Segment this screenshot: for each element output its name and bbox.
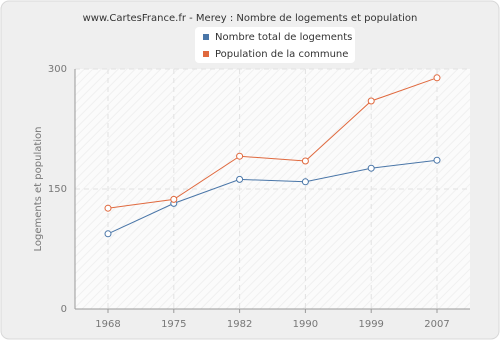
x-tick-label: 1999 — [358, 319, 383, 330]
y-axis-label: Logements et population — [33, 126, 44, 251]
data-point — [367, 97, 375, 105]
data-point — [236, 175, 244, 183]
data-point — [433, 156, 441, 164]
legend-swatch — [203, 34, 209, 40]
data-point — [236, 152, 244, 160]
data-point — [367, 164, 375, 172]
legend — [195, 27, 355, 63]
data-point — [433, 74, 441, 82]
y-tick-label: 300 — [48, 64, 67, 75]
legend-label: Population de la commune — [215, 49, 348, 60]
data-point — [104, 204, 112, 212]
chart-title: www.CartesFrance.fr - Merey : Nombre de … — [83, 13, 418, 24]
x-tick-label: 1968 — [95, 319, 120, 330]
x-tick-label: 1982 — [227, 319, 252, 330]
x-tick-label: 1990 — [293, 319, 318, 330]
legend-swatch — [203, 51, 209, 57]
y-tick-label: 0 — [61, 304, 67, 315]
legend-label: Nombre total de logements — [215, 32, 352, 43]
data-point — [104, 230, 112, 238]
series-line — [107, 159, 438, 235]
data-point — [301, 157, 309, 165]
x-tick-label: 2007 — [424, 319, 449, 330]
data-point — [301, 178, 309, 186]
y-tick-label: 150 — [48, 184, 67, 195]
x-tick-label: 1975 — [161, 319, 186, 330]
data-point — [170, 195, 178, 203]
series-line — [107, 77, 438, 209]
